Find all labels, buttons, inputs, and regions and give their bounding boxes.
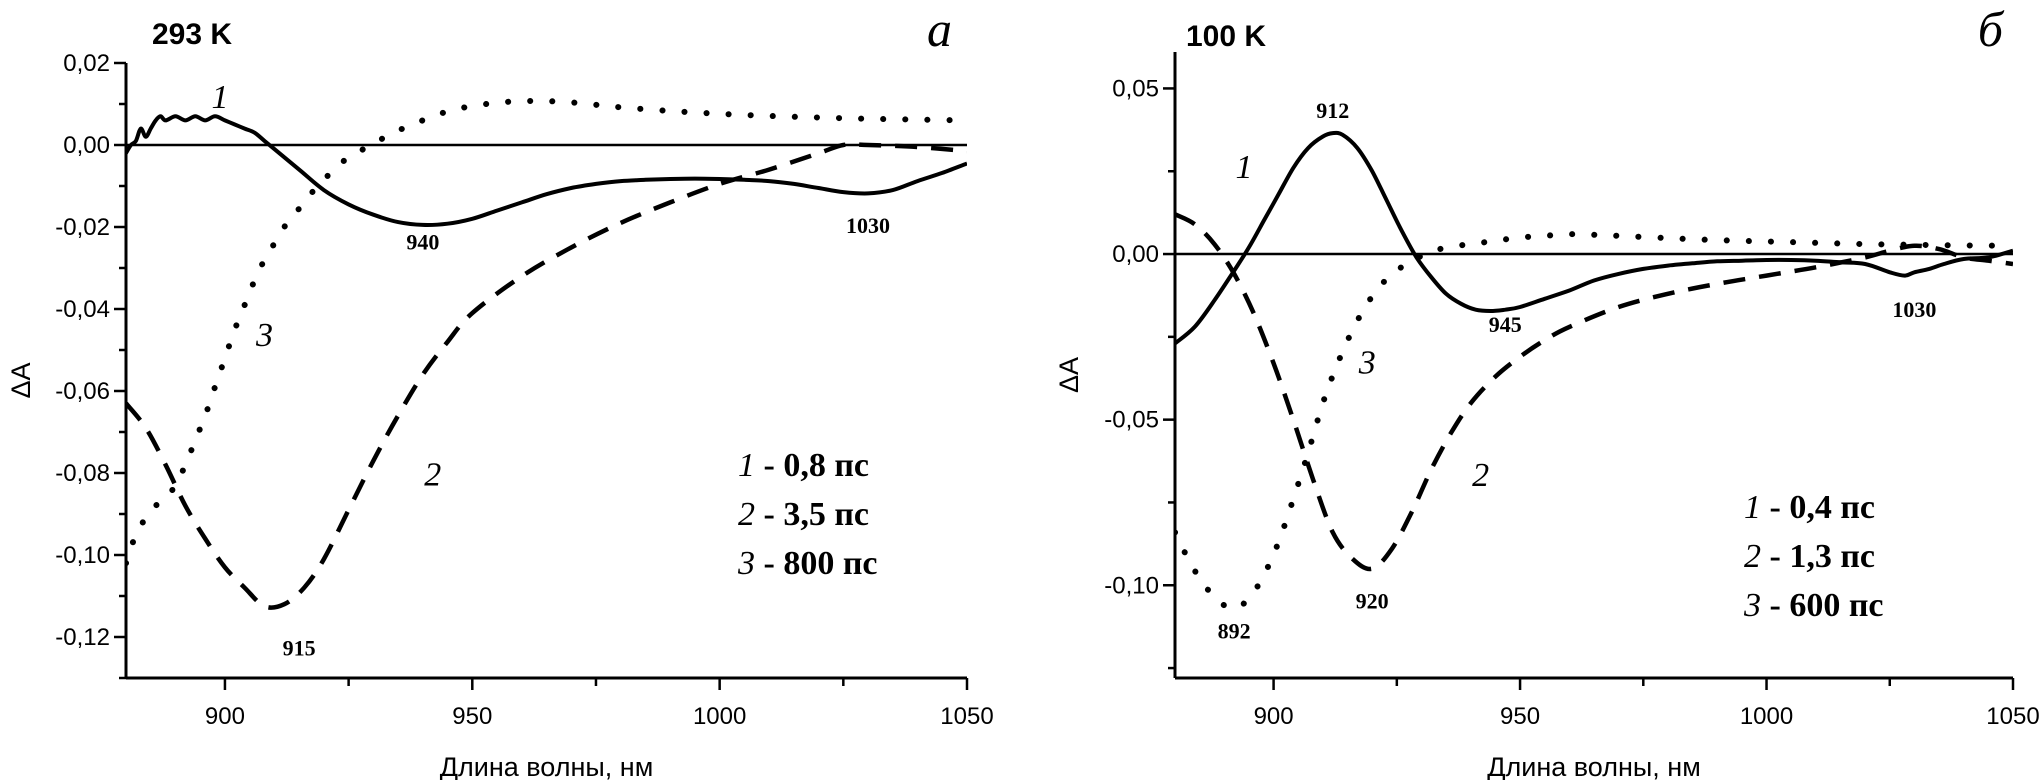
y-tick-label: 0,02 [63, 50, 110, 77]
x-tick-label: 1050 [1986, 703, 2039, 730]
peak-annotation: 915 [283, 635, 316, 660]
series-3-line [126, 97, 967, 567]
y-tick-label: -0,10 [1104, 572, 1159, 599]
series-2-line [1175, 212, 2013, 572]
legend-item-text: - 0,4 пс [1761, 489, 1875, 526]
temperature-title: 293 K [152, 18, 232, 51]
panel-letter: а [927, 1, 952, 57]
y-tick-label: -0,12 [55, 624, 110, 651]
series-2-label: 2 [1472, 457, 1489, 494]
legend-item-number: 3 [1743, 587, 1761, 624]
panel-a: 900 950 1000 1050 0,02 0,00 -0,02 -0,04 -0,06 -0,… [6, 1, 994, 780]
x-tick-label: 950 [452, 703, 492, 730]
peak-annotation: 940 [406, 230, 439, 255]
y-tick-label: -0,06 [55, 378, 110, 405]
legend-item-number: 1 [738, 447, 755, 484]
x-tick-label: 900 [1254, 703, 1294, 730]
y-tick-label: -0,08 [55, 460, 110, 487]
y-tick-label: -0,04 [55, 296, 110, 323]
series-2-line [126, 142, 967, 610]
peak-annotation: 912 [1316, 98, 1349, 123]
legend-item-number: 3 [737, 545, 755, 582]
peak-annotation: 945 [1489, 312, 1522, 337]
legend-item-text: - 0,8 пс [755, 447, 869, 484]
series-1-label: 1 [211, 79, 228, 116]
legend-item-text: - 1,3 пс [1761, 538, 1875, 575]
series-3-line [1175, 231, 2013, 612]
panel-b: 900 950 1000 1050 0,05 0,00 -0,05 -0,10 Длина во… [1054, 1, 2040, 780]
y-tick-label: 0,00 [63, 132, 110, 159]
x-tick-label: 900 [205, 703, 245, 730]
series-1-label: 1 [1236, 149, 1253, 186]
x-axis-title: Длина волны, нм [440, 752, 654, 780]
x-tick-label: 1050 [940, 703, 993, 730]
legend-item: 2 - 3,5 пс [738, 496, 869, 533]
peak-annotation: 1030 [1892, 297, 1936, 322]
y-axis-title: ΔA [1054, 357, 1084, 393]
legend-item-text: - 3,5 пс [755, 496, 869, 533]
y-axis-title: ΔA [6, 362, 36, 398]
temperature-title: 100 K [1186, 20, 1266, 53]
y-tick-label: 0,00 [1112, 241, 1159, 268]
peak-annotation: 920 [1356, 588, 1389, 613]
x-axis-title: Длина волны, нм [1487, 752, 1701, 780]
legend-item-number: 2 [738, 496, 755, 533]
legend-item: 3 - 800 пс [737, 545, 878, 582]
legend: 1 - 0,4 пс2 - 1,3 пс3 - 600 пс [1743, 489, 1884, 624]
panel-letter: б [1978, 1, 2005, 57]
legend-item-text: - 800 пс [755, 545, 878, 582]
legend-item-number: 2 [1744, 538, 1761, 575]
y-tick-label: -0,05 [1104, 407, 1159, 434]
legend: 1 - 0,8 пс2 - 3,5 пс3 - 800 пс [737, 447, 878, 582]
y-tick-label: 0,05 [1112, 75, 1159, 102]
x-tick-label: 950 [1500, 703, 1540, 730]
legend-item: 2 - 1,3 пс [1744, 538, 1875, 575]
series-3-label: 3 [255, 317, 273, 354]
y-tick-label: -0,10 [55, 542, 110, 569]
peak-annotation: 1030 [846, 213, 890, 238]
series-1-line [1175, 130, 2013, 346]
legend-item: 3 - 600 пс [1743, 587, 1884, 624]
legend-item: 1 - 0,8 пс [738, 447, 869, 484]
y-tick-label: -0,02 [55, 214, 110, 241]
series-1-line [126, 114, 967, 227]
legend-item: 1 - 0,4 пс [1744, 489, 1875, 526]
x-tick-label: 1000 [1740, 703, 1793, 730]
peak-annotation: 892 [1218, 618, 1251, 643]
series-2-label: 2 [424, 456, 441, 493]
legend-item-number: 1 [1744, 489, 1761, 526]
series-3-label: 3 [1358, 344, 1376, 381]
x-tick-label: 1000 [693, 703, 746, 730]
legend-item-text: - 600 пс [1761, 587, 1884, 624]
